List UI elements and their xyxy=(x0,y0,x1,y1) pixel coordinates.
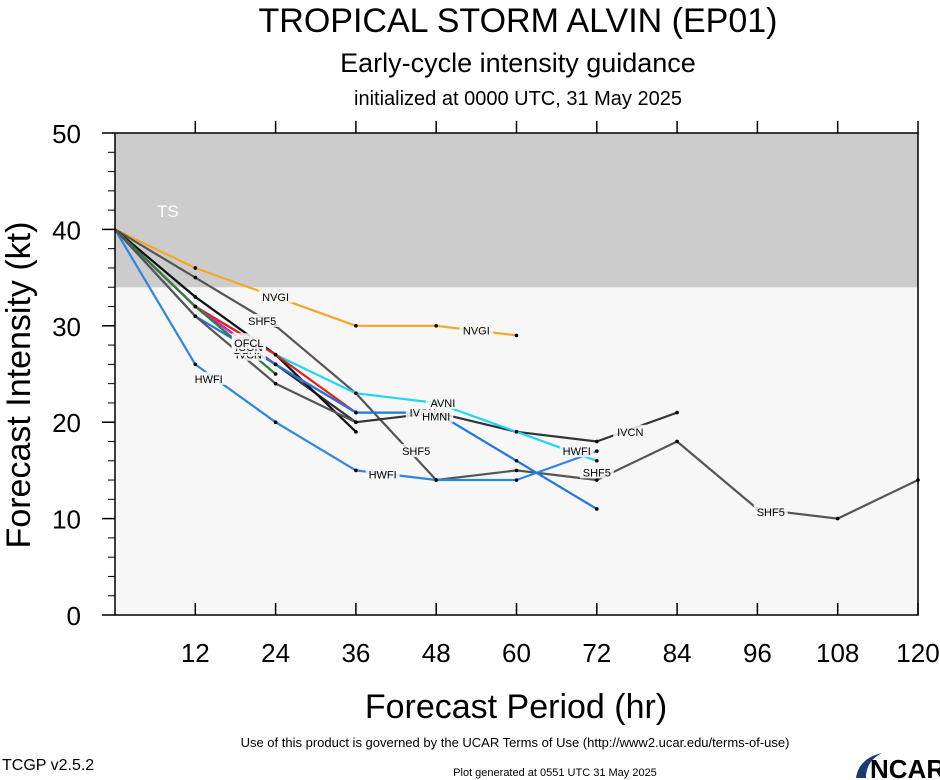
data-point-hwfi xyxy=(354,468,358,473)
series-label-bg xyxy=(419,409,454,423)
series-label-hwfi: HWFI xyxy=(563,446,591,458)
chart-subtitle: Early-cycle intensity guidance xyxy=(340,48,696,78)
series-label-shf5: SHF5 xyxy=(583,467,611,479)
data-point-ivcn xyxy=(675,410,679,415)
data-point-hwfi xyxy=(193,362,198,367)
series-label-bg xyxy=(459,323,494,337)
series-label-ofcl: OFCL xyxy=(234,338,263,350)
series-label-hwfi: HWFI xyxy=(195,374,223,386)
x-tick-label: 12 xyxy=(181,638,210,668)
x-tick-label: 24 xyxy=(261,638,290,668)
data-point-nvgi xyxy=(434,324,439,328)
data-point-hmni xyxy=(595,507,599,511)
series-label-ivcn: IVCN xyxy=(617,427,643,439)
data-point-hwfi xyxy=(595,449,599,453)
data-point-ivcn xyxy=(595,439,599,444)
data-point-ctci xyxy=(354,420,358,425)
series-labels: NVGI NVGI SHF5 SHF5 SHF5 SHF5 HWFI HWFI HWFI IVCN… xyxy=(191,289,788,519)
data-point-ctci xyxy=(273,381,278,386)
data-point-hmni xyxy=(514,458,519,463)
terms-of-use-text: Use of this product is governed by the U… xyxy=(241,735,790,750)
data-point-dshp xyxy=(193,295,198,299)
y-tick-label: 50 xyxy=(52,119,81,149)
y-tick-label: 0 xyxy=(67,601,81,631)
series-label-bg xyxy=(753,504,788,518)
series-label-bg xyxy=(245,313,280,327)
data-point-shf5 xyxy=(835,516,840,521)
y-tick-label: 40 xyxy=(52,215,81,245)
series-line-dshp xyxy=(114,228,357,433)
series-label-bg xyxy=(559,444,594,458)
series-label-bg xyxy=(365,467,400,481)
series-label-avni: AVNI xyxy=(430,398,455,410)
data-point-ctci xyxy=(193,314,198,318)
data-point-nvgi xyxy=(514,333,519,338)
series-label-nvgi: NVGI xyxy=(262,292,289,304)
band-label-ts: TS xyxy=(157,202,179,221)
band-ts xyxy=(115,133,918,288)
data-point-nvgi xyxy=(354,324,358,328)
series-label-bg xyxy=(579,465,614,479)
data-point-avni xyxy=(514,430,519,434)
series-label-bg xyxy=(191,371,226,385)
data-point-dshp xyxy=(354,430,358,434)
data-point-shf5 xyxy=(675,439,679,444)
series-label-bg xyxy=(231,336,266,350)
series-label-hmni: HMNI xyxy=(422,411,450,423)
series-label-shf5: SHF5 xyxy=(402,446,430,458)
data-point-lgem xyxy=(273,352,278,357)
series-label-nvgi: NVGI xyxy=(463,326,490,338)
x-tick-label: 36 xyxy=(341,638,370,668)
data-point-hmni xyxy=(354,410,358,415)
series-label-shf5: SHF5 xyxy=(757,507,785,519)
series-label-bg xyxy=(425,395,460,409)
ncar-logo-text: NCAR xyxy=(870,754,940,780)
y-axis-label: Forecast Intensity (kt) xyxy=(0,222,38,549)
ncar-logo: NCAR xyxy=(856,753,940,780)
series-label-bg xyxy=(258,289,293,303)
series-label-shf5: SHF5 xyxy=(248,316,276,328)
x-tick-label: 60 xyxy=(502,638,531,668)
data-point-shf5 xyxy=(193,275,198,280)
x-tick-label: 72 xyxy=(582,638,611,668)
series-label-hwfi: HWFI xyxy=(369,469,397,481)
chart-init-time: initialized at 0000 UTC, 31 May 2025 xyxy=(354,88,682,110)
series-line-nvgi xyxy=(114,228,517,337)
axes-group: 12 24 36 48 60 72 84 96 108 120 0 10 20 30 40 50 xyxy=(52,119,940,668)
intensity-bands: TS xyxy=(115,133,918,288)
version-text: TCGP v2.5.2 xyxy=(2,757,94,774)
data-point-ofcl xyxy=(193,304,198,309)
data-point-hwfi xyxy=(434,478,439,482)
data-point-shf5 xyxy=(595,478,599,482)
series-label-bg xyxy=(399,444,434,458)
y-tick-label: 20 xyxy=(52,408,81,438)
data-point-hwfi xyxy=(514,478,519,482)
data-point-hmni xyxy=(273,362,278,367)
data-point-avni xyxy=(595,458,599,463)
x-tick-label: 84 xyxy=(663,638,692,668)
y-tick-label: 30 xyxy=(52,312,81,342)
x-tick-label: 48 xyxy=(422,638,451,668)
x-axis-label: Forecast Period (hr) xyxy=(365,688,667,726)
ncar-swoosh-icon xyxy=(856,753,882,778)
data-point-ofcl xyxy=(273,372,278,376)
data-point-avni xyxy=(354,391,358,396)
data-point-hwfi xyxy=(273,420,278,425)
chart-title: TROPICAL STORM ALVIN (EP01) xyxy=(259,2,778,40)
data-point-nvgi xyxy=(193,266,198,270)
data-point-shf5 xyxy=(514,468,519,473)
x-tick-label: 96 xyxy=(743,638,772,668)
plot-generated-text: Plot generated at 0551 UTC 31 May 2025 xyxy=(453,767,657,779)
x-tick-label: 120 xyxy=(896,638,939,668)
series-label-bg xyxy=(613,424,648,438)
y-tick-label: 10 xyxy=(52,505,81,535)
x-tick-label: 108 xyxy=(816,638,859,668)
